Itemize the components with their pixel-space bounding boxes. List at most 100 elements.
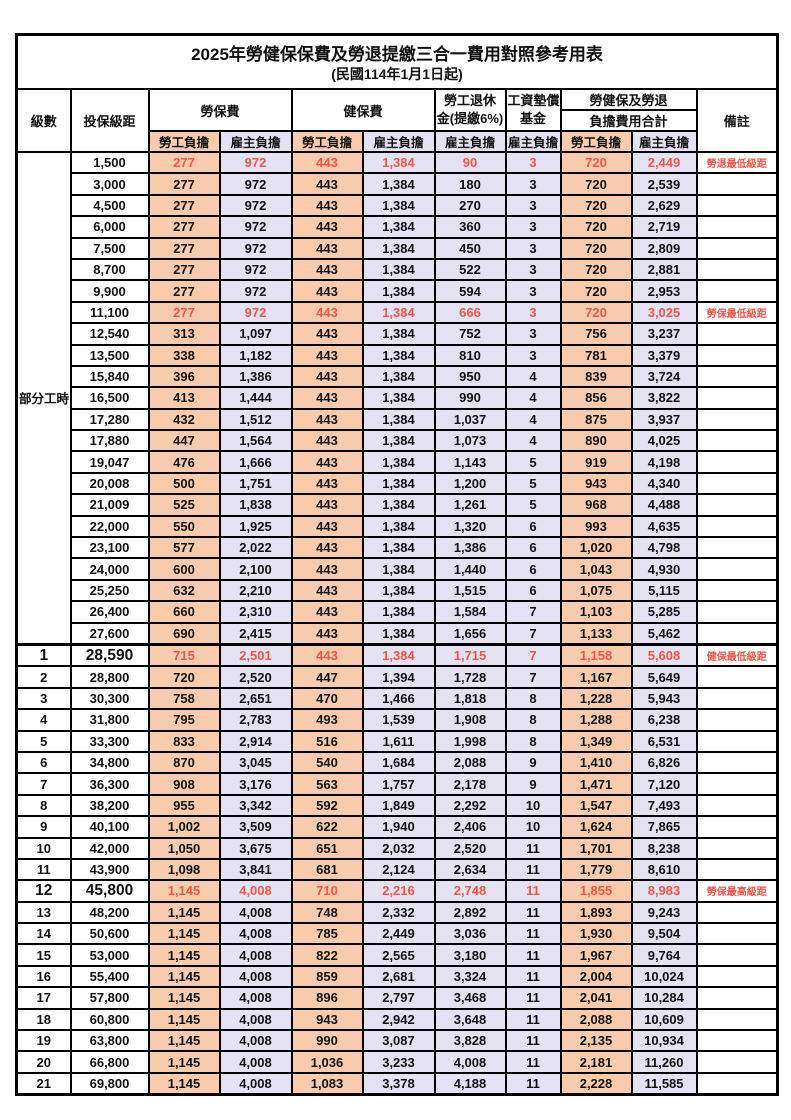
subheader-pension-employer: 雇主負擔	[433, 130, 507, 153]
cell-remark	[695, 686, 779, 711]
cell-health-emp: 443	[290, 450, 364, 474]
cell-total-emp: 968	[559, 493, 633, 517]
subheader-health-employee: 勞工負擔	[290, 130, 364, 153]
cell-health-er: 1,384	[361, 450, 436, 474]
cell-pension: 810	[433, 343, 507, 367]
cell-labor-emp: 715	[147, 642, 221, 668]
cell-labor-emp: 432	[147, 407, 221, 432]
cell-pension: 2,520	[433, 836, 507, 860]
cell-total-er: 4,488	[630, 493, 698, 517]
cell-health-emp: 785	[290, 922, 364, 946]
cell-labor-er: 2,022	[218, 536, 293, 560]
cell-labor-er: 1,386	[218, 364, 293, 389]
cell-health-er: 2,797	[361, 986, 436, 1010]
header-row-2: 負擔費用合計	[17, 109, 778, 132]
cell-total-er: 3,937	[630, 407, 698, 432]
cell-labor-er: 972	[218, 193, 293, 218]
cell-bracket: 60,800	[69, 1007, 150, 1032]
cell-remark	[695, 793, 779, 818]
cell-total-er: 9,243	[630, 900, 698, 925]
cell-total-er: 10,609	[630, 1007, 698, 1032]
cell-labor-emp: 277	[147, 300, 221, 325]
cell-remark	[695, 1050, 779, 1074]
cell-pension: 1,440	[433, 557, 507, 581]
cell-remark	[695, 536, 779, 560]
cell-wage-fund: 3	[504, 257, 562, 282]
cell-health-emp: 651	[290, 836, 364, 860]
cell-pension: 950	[433, 364, 507, 389]
cell-labor-er: 4,008	[218, 964, 293, 989]
table-row: 12,540 313 1,097 443 1,384 752 3 756 3,237	[17, 322, 779, 346]
col-header-total-line1: 勞健保及勞退	[559, 88, 698, 111]
cell-wage-fund: 3	[504, 300, 562, 325]
cell-remark	[695, 857, 779, 882]
cell-labor-er: 2,210	[218, 578, 293, 603]
cell-bracket: 23,100	[69, 536, 150, 560]
cell-bracket: 20,008	[69, 471, 150, 496]
cell-pension: 1,143	[433, 450, 507, 474]
page-subtitle: (民國114年1月1日起)	[331, 66, 463, 83]
cell-remark	[695, 1071, 779, 1096]
cell-level: 2	[15, 665, 72, 689]
cell-labor-emp: 476	[147, 450, 221, 474]
cell-total-emp: 943	[559, 471, 633, 496]
cell-health-emp: 710	[290, 879, 364, 903]
cell-labor-er: 2,501	[218, 642, 293, 668]
cell-remark: 勞退最低級距	[695, 150, 779, 175]
cell-level: 11	[15, 857, 72, 882]
table-row: 5 33,300 833 2,914 516 1,611 1,998 8 1,349 6,531	[15, 729, 779, 753]
cell-labor-er: 4,008	[218, 986, 293, 1010]
table-row: 19 63,800 1,145 4,008 990 3,087 3,828 11 2,135 10…	[15, 1028, 779, 1053]
cell-wage-fund: 10	[504, 793, 562, 818]
cell-total-er: 2,629	[630, 193, 698, 218]
cell-health-emp: 822	[290, 943, 364, 967]
cell-pension: 2,292	[433, 793, 507, 818]
cell-remark	[695, 729, 779, 753]
subheader-labor-employer: 雇主負擔	[218, 130, 293, 153]
cell-labor-emp: 1,145	[147, 1050, 221, 1074]
cell-wage-fund: 11	[504, 879, 562, 903]
cell-pension: 522	[433, 257, 507, 282]
subheader-wagefund-employer: 雇主負擔	[504, 130, 562, 153]
cell-wage-fund: 4	[504, 429, 562, 453]
table-row: 部分工時 1,500 277 972 443 1,384 90 3 720 2,449 勞退最低級距	[15, 150, 779, 646]
cell-pension: 3,828	[433, 1028, 507, 1053]
cell-wage-fund: 3	[504, 236, 562, 260]
cell-health-emp: 443	[290, 386, 364, 410]
cell-total-emp: 1,701	[559, 836, 633, 860]
cell-total-emp: 856	[559, 386, 633, 410]
cell-bracket: 27,600	[69, 621, 150, 646]
cell-health-emp: 443	[290, 172, 364, 196]
cell-total-emp: 1,043	[559, 557, 633, 581]
cell-bracket: 1,500	[69, 150, 150, 175]
cell-wage-fund: 8	[504, 729, 562, 753]
col-header-labor-insurance: 勞保費	[147, 88, 293, 132]
table-row: 26,400 660 2,310 443 1,384 1,584 7 1,103 5,285	[17, 600, 779, 624]
cell-wage-fund: 11	[504, 836, 562, 860]
cell-total-er: 6,826	[630, 750, 698, 775]
cell-total-emp: 2,088	[559, 1007, 633, 1032]
cell-total-emp: 1,855	[559, 879, 633, 903]
cell-remark	[695, 836, 779, 860]
table-row: 15 53,000 1,145 4,008 822 2,565 3,180 11 1,967 9,…	[15, 943, 779, 967]
cell-wage-fund: 3	[504, 150, 562, 175]
cell-pension: 2,088	[433, 750, 507, 775]
cell-total-er: 9,504	[630, 922, 698, 946]
table-row: 15,840 396 1,386 443 1,384 950 4 839 3,724	[17, 364, 779, 389]
cell-labor-emp: 1,145	[147, 943, 221, 967]
premium-reference-table: 2025年勞健保保費及勞退提繳三合一費用對照參考用表 (民國114年1月1日起)…	[15, 33, 780, 1097]
cell-labor-er: 1,666	[218, 450, 293, 474]
cell-wage-fund: 11	[504, 964, 562, 989]
cell-bracket: 24,000	[69, 557, 150, 581]
cell-total-emp: 720	[559, 150, 633, 175]
cell-bracket: 3,000	[69, 172, 150, 196]
col-header-remark: 備註	[695, 88, 779, 153]
cell-total-er: 3,237	[630, 322, 698, 346]
cell-total-er: 8,983	[630, 879, 698, 903]
table-row: 7 36,300 908 3,176 563 1,757 2,178 9 1,471 7,120	[15, 772, 779, 796]
cell-total-er: 6,238	[630, 708, 698, 732]
cell-total-er: 4,635	[630, 514, 698, 539]
cell-total-emp: 839	[559, 364, 633, 389]
cell-pension: 1,261	[433, 493, 507, 517]
cell-bracket: 53,000	[69, 943, 150, 967]
